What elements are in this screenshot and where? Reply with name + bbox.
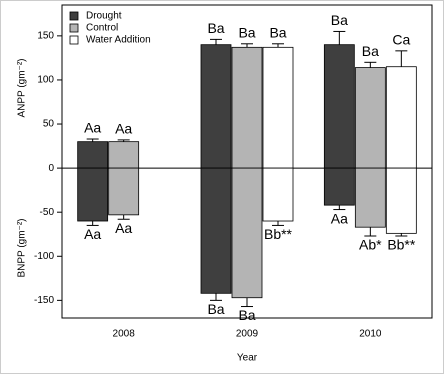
bar	[385, 167, 417, 234]
legend-label: Control	[86, 23, 118, 34]
data-label: Ab*	[359, 237, 382, 253]
error-bar	[117, 214, 130, 220]
y-tick-label: -150	[34, 295, 54, 306]
error-bar	[86, 138, 99, 142]
data-label: Bb**	[387, 237, 416, 253]
data-label: Aa	[331, 210, 348, 226]
x-tick-label: 2008	[113, 329, 136, 340]
bar	[323, 167, 355, 206]
y-tick-label: 100	[37, 75, 54, 86]
bar	[354, 67, 386, 169]
data-label: Ba	[207, 20, 224, 36]
data-label: Aa	[84, 226, 101, 242]
error-bar	[241, 43, 253, 48]
error-bar	[272, 221, 284, 226]
error-bar	[117, 139, 130, 142]
y-tick-label: -100	[34, 251, 54, 262]
bar	[231, 46, 263, 169]
data-label: Ba	[362, 43, 379, 59]
error-bar	[210, 293, 222, 301]
y-axis-title: BNPP (gm⁻²)	[17, 219, 28, 278]
error-bar	[333, 205, 346, 211]
plot-area	[61, 4, 433, 319]
y-tick-label: -50	[40, 207, 55, 218]
legend-label: Water Addition	[86, 35, 151, 46]
error-bar	[333, 30, 346, 45]
x-axis-title: Year	[237, 353, 258, 364]
bar	[77, 141, 109, 169]
x-tick-label: 2010	[359, 329, 382, 340]
bar	[200, 167, 232, 294]
data-label: Ba	[269, 24, 286, 40]
bar	[77, 167, 109, 222]
data-label: Ba	[238, 307, 255, 323]
data-label: Ca	[392, 32, 410, 48]
bar	[354, 167, 386, 228]
data-label: Aa	[115, 220, 132, 236]
y-tick-label: 50	[43, 119, 55, 130]
bar	[200, 44, 232, 169]
data-label: Aa	[84, 120, 101, 136]
data-label: Aa	[115, 121, 132, 137]
legend-label: Drought	[86, 11, 122, 22]
error-bar	[272, 43, 284, 48]
data-label: Ba	[331, 12, 348, 28]
legend-swatch	[69, 35, 79, 45]
bar	[262, 167, 294, 222]
error-bar	[395, 233, 408, 237]
error-bar	[210, 38, 222, 45]
bar	[385, 66, 417, 169]
error-bar	[395, 50, 408, 67]
bar	[262, 46, 294, 169]
error-bar	[364, 227, 377, 237]
y-tick-label: 0	[48, 163, 54, 174]
bar	[231, 167, 263, 299]
y-tick-label: 150	[37, 30, 54, 41]
bar	[108, 141, 140, 169]
legend-swatch	[69, 11, 79, 21]
legend-swatch	[69, 23, 79, 33]
data-label: Ba	[238, 24, 255, 40]
bar	[323, 44, 355, 169]
y-axis-title: ANPP (gm⁻²)	[17, 59, 28, 118]
error-bar	[241, 297, 253, 308]
data-label: Bb**	[264, 226, 293, 242]
error-bar	[86, 221, 99, 226]
data-label: Ba	[207, 301, 224, 317]
error-bar	[364, 61, 377, 68]
bar	[108, 167, 140, 216]
x-tick-label: 2009	[236, 329, 259, 340]
